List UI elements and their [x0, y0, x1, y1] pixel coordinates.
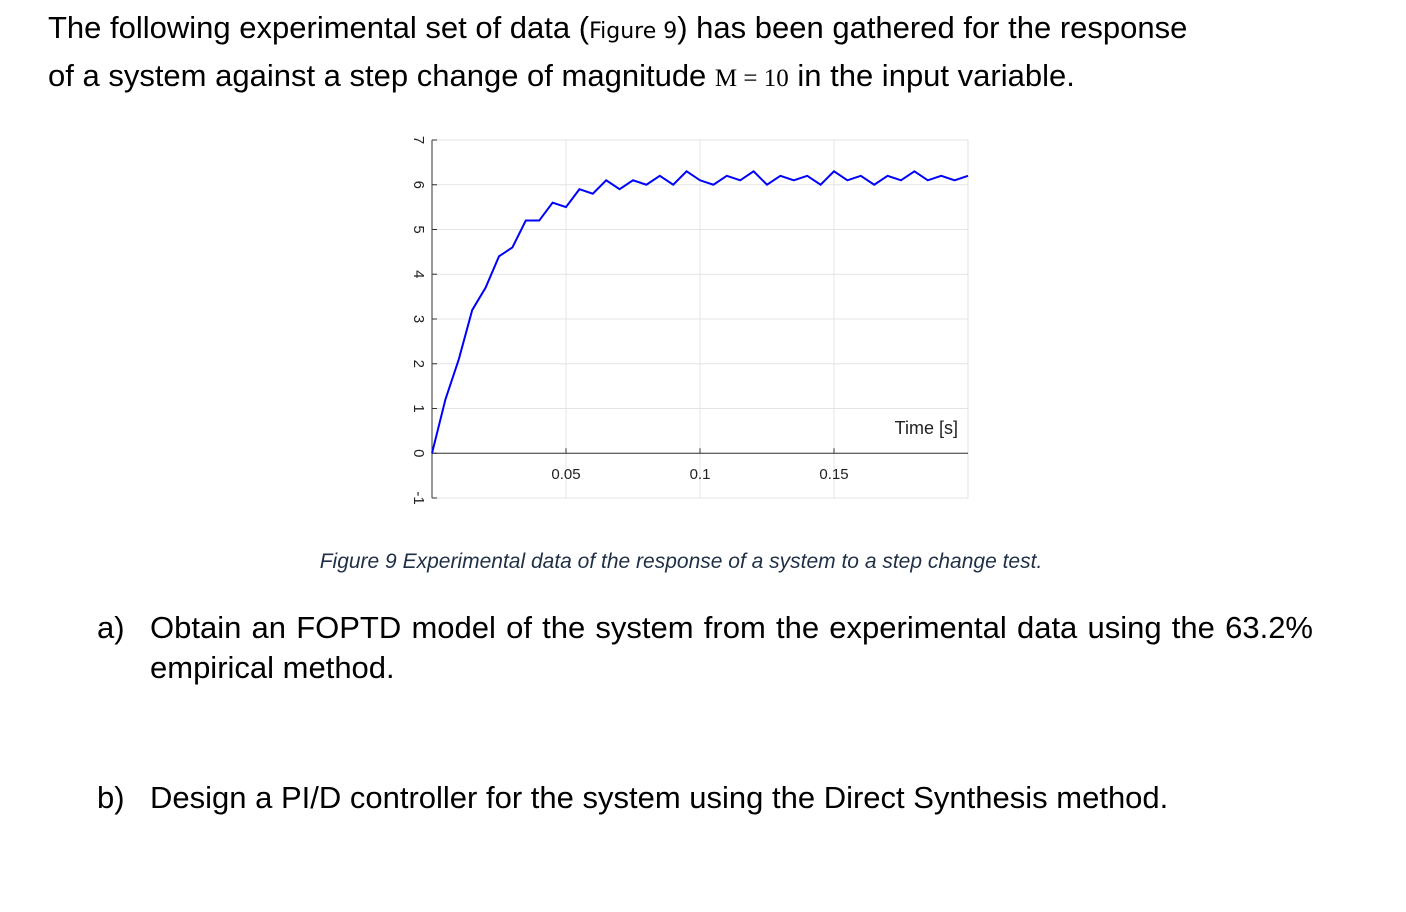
- math: M = 10: [714, 65, 789, 92]
- y-tick-label: 4: [410, 270, 427, 278]
- y-tick-label: 7: [410, 136, 427, 144]
- chart: -1 0 1 2 3 4 5 6 7 0.05 0.1 0.15 Time [s]: [410, 136, 969, 505]
- y-tick-label: -1: [410, 491, 427, 504]
- intro-text: ) has been gathered for the response: [677, 10, 1188, 45]
- y-tick-label: 1: [410, 404, 427, 412]
- caption: Figure 9 Experimental data of the respon…: [319, 550, 1043, 573]
- intro-text: The following experimental set of data (: [48, 10, 590, 45]
- question: b) Design a PI/D controller for the syste…: [97, 778, 1313, 818]
- y-tick-label: 2: [410, 360, 427, 368]
- data-line: [431, 170, 969, 454]
- intro: The following experimental set of data (…: [48, 6, 1378, 101]
- intro-text: of a system against a step change of mag…: [48, 58, 715, 93]
- y-tick-label: 3: [410, 315, 427, 323]
- question-text: Obtain an FOPTD model of the system from…: [150, 610, 1313, 685]
- x-axis-label: Time [s]: [895, 418, 958, 438]
- figure-ref: Figure 9: [589, 19, 678, 44]
- question-text: Design a PI/D controller for the system …: [150, 780, 1169, 815]
- question-label: b): [97, 780, 125, 815]
- intro-text: in the input variable.: [788, 58, 1075, 93]
- x-tick-label: 0.05: [551, 466, 580, 483]
- y-tick-label: 5: [410, 225, 427, 233]
- x-tick-label: 0.15: [819, 466, 848, 483]
- y-tick-label: 0: [410, 449, 427, 457]
- x-tick-label: 0.1: [690, 466, 711, 483]
- y-tick-label: 6: [410, 181, 427, 189]
- question: a) Obtain an FOPTD model of the system fr…: [97, 608, 1313, 688]
- question-label: a): [97, 610, 125, 645]
